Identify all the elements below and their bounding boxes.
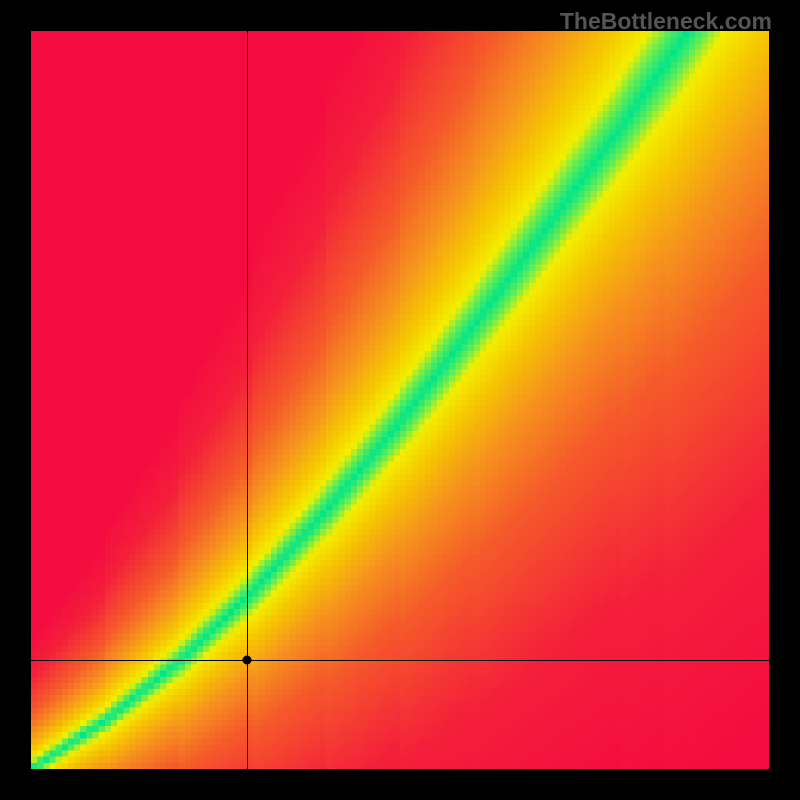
marker-dot xyxy=(243,655,252,664)
crosshair-horizontal xyxy=(31,660,769,661)
attribution-text: TheBottleneck.com xyxy=(560,8,772,35)
chart-container: TheBottleneck.com xyxy=(0,0,800,800)
heatmap-canvas xyxy=(31,31,769,769)
plot-area xyxy=(31,31,769,769)
